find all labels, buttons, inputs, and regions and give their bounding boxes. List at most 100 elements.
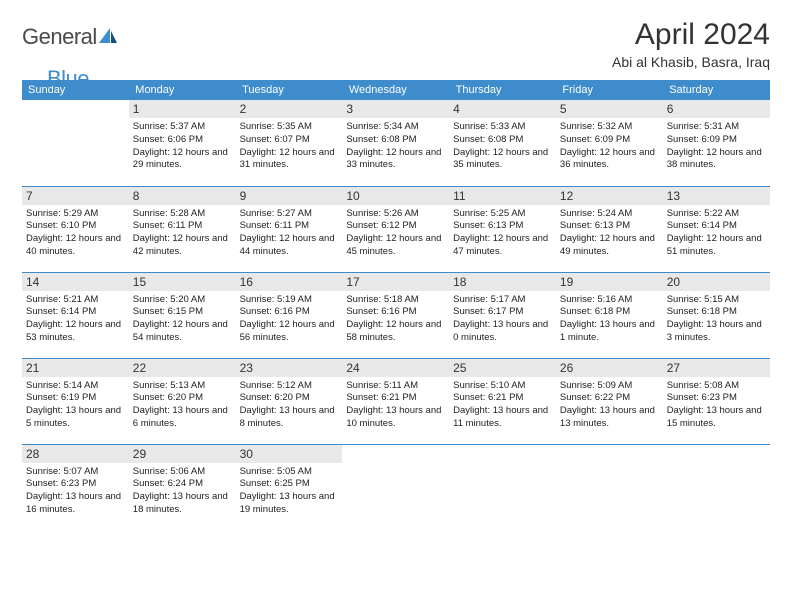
daylight-text: Daylight: 13 hours and 6 minutes. xyxy=(133,405,232,431)
day-number: 2 xyxy=(236,100,343,118)
sunrise-text: Sunrise: 5:16 AM xyxy=(560,294,659,307)
sunrise-text: Sunrise: 5:11 AM xyxy=(346,380,445,393)
calendar-day-cell xyxy=(22,100,129,186)
daylight-text: Daylight: 13 hours and 18 minutes. xyxy=(133,491,232,517)
sunset-text: Sunset: 6:23 PM xyxy=(26,478,125,491)
calendar-day-cell: 14 Sunrise: 5:21 AMSunset: 6:14 PMDayligh… xyxy=(22,272,129,358)
calendar-day-cell: 3Sunrise: 5:34 AMSunset: 6:08 PMDaylight… xyxy=(342,100,449,186)
calendar-day-cell: 24Sunrise: 5:11 AMSunset: 6:21 PMDayligh… xyxy=(342,358,449,444)
day-info: Sunrise: 5:18 AMSunset: 6:16 PMDaylight:… xyxy=(346,294,445,345)
sunset-text: Sunset: 6:16 PM xyxy=(240,306,339,319)
calendar-day-cell xyxy=(342,444,449,530)
sunrise-text: Sunrise: 5:21 AM xyxy=(26,294,125,307)
calendar-day-cell: 5 Sunrise: 5:32 AMSunset: 6:09 PMDaylight… xyxy=(556,100,663,186)
day-info: Sunrise: 5:11 AMSunset: 6:21 PMDaylight:… xyxy=(346,380,445,431)
calendar-week-row: 28Sunrise: 5:07 AMSunset: 6:23 PMDayligh… xyxy=(22,444,770,530)
day-number: 26 xyxy=(556,359,663,377)
sunset-text: Sunset: 6:09 PM xyxy=(560,134,659,147)
daylight-text: Daylight: 12 hours and 31 minutes. xyxy=(240,147,339,173)
sunset-text: Sunset: 6:17 PM xyxy=(453,306,552,319)
sunset-text: Sunset: 6:18 PM xyxy=(667,306,766,319)
title-block: April 2024 Abi al Khasib, Basra, Iraq xyxy=(612,18,770,70)
day-info: Sunrise: 5:31 AMSunset: 6:09 PMDaylight:… xyxy=(667,121,766,172)
sunset-text: Sunset: 6:19 PM xyxy=(26,392,125,405)
sunset-text: Sunset: 6:08 PM xyxy=(453,134,552,147)
sunrise-text: Sunrise: 5:15 AM xyxy=(667,294,766,307)
day-info: Sunrise: 5:21 AMSunset: 6:14 PMDaylight:… xyxy=(26,294,125,345)
day-info: Sunrise: 5:32 AMSunset: 6:09 PMDaylight:… xyxy=(560,121,659,172)
sunrise-text: Sunrise: 5:20 AM xyxy=(133,294,232,307)
day-number: 6 xyxy=(663,100,770,118)
weekday-header: Wednesday xyxy=(342,80,449,100)
sunset-text: Sunset: 6:21 PM xyxy=(346,392,445,405)
daylight-text: Daylight: 13 hours and 16 minutes. xyxy=(26,491,125,517)
sunset-text: Sunset: 6:09 PM xyxy=(667,134,766,147)
calendar-day-cell xyxy=(663,444,770,530)
sunset-text: Sunset: 6:22 PM xyxy=(560,392,659,405)
day-info: Sunrise: 5:14 AMSunset: 6:19 PMDaylight:… xyxy=(26,380,125,431)
day-info: Sunrise: 5:17 AMSunset: 6:17 PMDaylight:… xyxy=(453,294,552,345)
day-number: 13 xyxy=(663,187,770,205)
day-info: Sunrise: 5:22 AMSunset: 6:14 PMDaylight:… xyxy=(667,208,766,259)
day-info: Sunrise: 5:13 AMSunset: 6:20 PMDaylight:… xyxy=(133,380,232,431)
calendar-day-cell: 1Sunrise: 5:37 AMSunset: 6:06 PMDaylight… xyxy=(129,100,236,186)
day-info: Sunrise: 5:15 AMSunset: 6:18 PMDaylight:… xyxy=(667,294,766,345)
daylight-text: Daylight: 12 hours and 40 minutes. xyxy=(26,233,125,259)
sunset-text: Sunset: 6:15 PM xyxy=(133,306,232,319)
day-info: Sunrise: 5:28 AMSunset: 6:11 PMDaylight:… xyxy=(133,208,232,259)
day-info: Sunrise: 5:35 AMSunset: 6:07 PMDaylight:… xyxy=(240,121,339,172)
sunrise-text: Sunrise: 5:26 AM xyxy=(346,208,445,221)
day-number: 1 xyxy=(129,100,236,118)
calendar-day-cell: 10Sunrise: 5:26 AMSunset: 6:12 PMDayligh… xyxy=(342,186,449,272)
sunset-text: Sunset: 6:08 PM xyxy=(346,134,445,147)
sunset-text: Sunset: 6:16 PM xyxy=(346,306,445,319)
daylight-text: Daylight: 12 hours and 54 minutes. xyxy=(133,319,232,345)
page-title: April 2024 xyxy=(612,18,770,52)
day-number: 29 xyxy=(129,445,236,463)
sunset-text: Sunset: 6:23 PM xyxy=(667,392,766,405)
sunrise-text: Sunrise: 5:24 AM xyxy=(560,208,659,221)
day-number: 9 xyxy=(236,187,343,205)
daylight-text: Daylight: 12 hours and 29 minutes. xyxy=(133,147,232,173)
calendar-day-cell xyxy=(556,444,663,530)
daylight-text: Daylight: 13 hours and 0 minutes. xyxy=(453,319,552,345)
day-number: 28 xyxy=(22,445,129,463)
day-info: Sunrise: 5:24 AMSunset: 6:13 PMDaylight:… xyxy=(560,208,659,259)
sunrise-text: Sunrise: 5:34 AM xyxy=(346,121,445,134)
day-info: Sunrise: 5:33 AMSunset: 6:08 PMDaylight:… xyxy=(453,121,552,172)
logo: General xyxy=(22,24,120,50)
sunrise-text: Sunrise: 5:19 AM xyxy=(240,294,339,307)
calendar-week-row: 7Sunrise: 5:29 AMSunset: 6:10 PMDaylight… xyxy=(22,186,770,272)
day-info: Sunrise: 5:20 AMSunset: 6:15 PMDaylight:… xyxy=(133,294,232,345)
calendar-day-cell: 15Sunrise: 5:20 AMSunset: 6:15 PMDayligh… xyxy=(129,272,236,358)
sunset-text: Sunset: 6:24 PM xyxy=(133,478,232,491)
day-info: Sunrise: 5:29 AMSunset: 6:10 PMDaylight:… xyxy=(26,208,125,259)
daylight-text: Daylight: 12 hours and 35 minutes. xyxy=(453,147,552,173)
day-info: Sunrise: 5:34 AMSunset: 6:08 PMDaylight:… xyxy=(346,121,445,172)
calendar-day-cell: 29Sunrise: 5:06 AMSunset: 6:24 PMDayligh… xyxy=(129,444,236,530)
sunset-text: Sunset: 6:12 PM xyxy=(346,220,445,233)
sunset-text: Sunset: 6:14 PM xyxy=(667,220,766,233)
sunrise-text: Sunrise: 5:27 AM xyxy=(240,208,339,221)
sunrise-text: Sunrise: 5:32 AM xyxy=(560,121,659,134)
weekday-header-row: Sunday Monday Tuesday Wednesday Thursday… xyxy=(22,80,770,100)
day-number: 12 xyxy=(556,187,663,205)
daylight-text: Daylight: 12 hours and 38 minutes. xyxy=(667,147,766,173)
sunrise-text: Sunrise: 5:37 AM xyxy=(133,121,232,134)
sunrise-text: Sunrise: 5:13 AM xyxy=(133,380,232,393)
day-number: 5 xyxy=(556,100,663,118)
day-number: 14 xyxy=(22,273,129,291)
daylight-text: Daylight: 12 hours and 42 minutes. xyxy=(133,233,232,259)
daylight-text: Daylight: 13 hours and 3 minutes. xyxy=(667,319,766,345)
sunset-text: Sunset: 6:21 PM xyxy=(453,392,552,405)
sunrise-text: Sunrise: 5:25 AM xyxy=(453,208,552,221)
day-number: 11 xyxy=(449,187,556,205)
daylight-text: Daylight: 13 hours and 8 minutes. xyxy=(240,405,339,431)
daylight-text: Daylight: 13 hours and 10 minutes. xyxy=(346,405,445,431)
daylight-text: Daylight: 13 hours and 1 minute. xyxy=(560,319,659,345)
sunset-text: Sunset: 6:25 PM xyxy=(240,478,339,491)
logo-text-general: General xyxy=(22,24,97,50)
calendar-day-cell: 28Sunrise: 5:07 AMSunset: 6:23 PMDayligh… xyxy=(22,444,129,530)
sunrise-text: Sunrise: 5:29 AM xyxy=(26,208,125,221)
daylight-text: Daylight: 13 hours and 11 minutes. xyxy=(453,405,552,431)
